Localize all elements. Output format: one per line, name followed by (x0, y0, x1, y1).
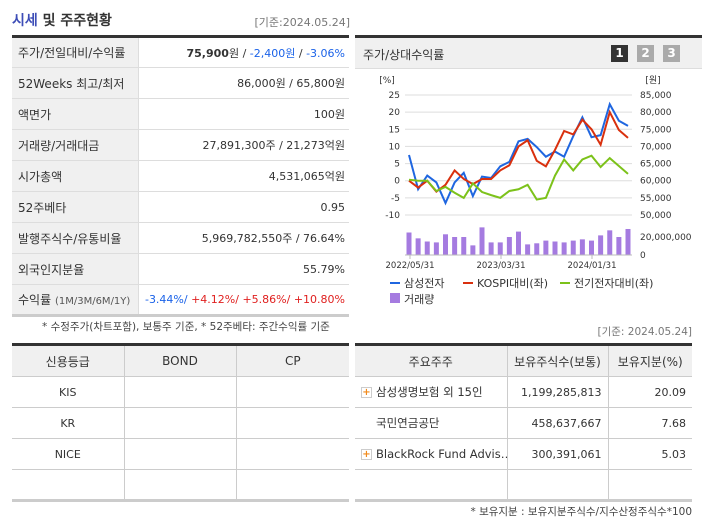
legend-label: 전기전자대비(좌) (574, 277, 653, 290)
series-line-1 (408, 109, 629, 194)
section-title: 시세 및 주주현황 (12, 13, 112, 29)
volume-bar (561, 242, 567, 255)
volume-tick-label: 0 (640, 251, 646, 261)
volume-bar (406, 232, 412, 255)
table-row: 국민연금공단 458,637,667 7.68 (355, 407, 692, 439)
left-tick-label: 25 (389, 91, 400, 101)
footnote: * 보유지분 : 보유지분주식수/지수산정주식수*100 (470, 506, 692, 518)
right-axis-unit: [원] (645, 75, 660, 86)
volume-bar (616, 237, 622, 255)
expand-icon[interactable]: + (361, 387, 372, 398)
table-row: 52Weeks 최고/최저 86,000원 / 65,800원 (12, 67, 349, 99)
chart-panel: 주가/상대수익률 1 2 3 [%] [원] 25 85,000 20 80,000 15 7… (355, 35, 702, 322)
left-tick-label: -5 (391, 194, 400, 204)
base-date: [기준:2024.05.24] (254, 16, 350, 29)
x-tick-label: 2022/05/31 (386, 261, 435, 271)
volume-bar (461, 237, 467, 255)
table-row: 발행주식수/유통비율 5,969,782,550주 / 76.64% (12, 222, 349, 254)
table-row: 52주베타 0.95 (12, 191, 349, 223)
x-tick-label: 2023/03/31 (477, 261, 526, 271)
legend-label: KOSPI대비(좌) (477, 277, 548, 290)
table-row: 시가총액 4,531,065억원 (12, 160, 349, 192)
legend-label: 삼성전자 (404, 277, 444, 290)
table-row: + 삼성생명보험 외 15인 1,199,285,813 20.09 (355, 376, 692, 408)
volume-bar (506, 237, 512, 255)
page-1-button[interactable]: 1 (611, 45, 628, 62)
volume-bar (497, 242, 503, 255)
table-row: 거래량/거래대금 27,891,300주 / 21,273억원 (12, 129, 349, 161)
right-tick-label: 70,000 (640, 142, 672, 152)
series-line-2 (408, 154, 629, 201)
table-row (355, 469, 692, 501)
table-row: NICE (12, 438, 349, 470)
left-tick-label: 15 (389, 125, 400, 135)
table-row (12, 469, 349, 501)
expand-icon[interactable]: + (361, 449, 372, 460)
legend-label: 거래량 (404, 293, 434, 306)
page-3-button[interactable]: 3 (663, 45, 680, 62)
left-tick-label: 10 (389, 142, 401, 152)
volume-bar (470, 245, 476, 255)
left-tick-label: -10 (385, 211, 400, 221)
volume-bar (525, 244, 531, 255)
base-date: [기준: 2024.05.24] (597, 326, 692, 338)
page-2-button[interactable]: 2 (637, 45, 654, 62)
volume-bar (479, 227, 485, 255)
volume-bar (552, 241, 558, 255)
volume-bar (452, 237, 458, 255)
volume-bar (433, 242, 439, 255)
volume-bar (589, 240, 594, 255)
table-header: 신용등급 BOND CP (12, 344, 349, 377)
volume-bar (443, 234, 448, 255)
volume-bar (579, 239, 585, 255)
table-row: 수익률 (1M/3M/6M/1Y) -3.44%/ +4.12%/ +5.86%/… (12, 284, 349, 316)
volume-bar (607, 230, 613, 255)
left-tick-label: 0 (394, 177, 400, 187)
volume-bar (534, 243, 540, 255)
series-line-0 (408, 101, 629, 206)
price-chart: [%] [원] 25 85,000 20 80,000 15 75,000 10 70,000 5 6… (379, 75, 692, 306)
left-tick-label: 20 (389, 108, 401, 118)
chart-header: 주가/상대수익률 1 2 3 (355, 38, 702, 69)
table-row: KIS (12, 376, 349, 408)
legend-swatch (390, 293, 400, 303)
volume-bar (424, 241, 430, 255)
price-info-table: 주가/전일대비/수익률 75,900원 / -2,400원 / -3.06% 52… (12, 35, 349, 317)
volume-tick-label: 20,000,000 (640, 233, 692, 243)
table-row: 주가/전일대비/수익률 75,900원 / -2,400원 / -3.06% (12, 36, 349, 68)
volume-bar (543, 240, 549, 255)
footnote: * 수정주가(차트포함), 보통주 기준, * 52주베타: 주간수익률 기준 (42, 321, 330, 333)
right-tick-label: 60,000 (640, 177, 672, 187)
right-tick-label: 55,000 (640, 194, 672, 204)
right-tick-label: 75,000 (640, 125, 672, 135)
right-tick-label: 50,000 (640, 211, 672, 221)
table-row: + BlackRock Fund Advis… 300,391,061 5.03 (355, 438, 692, 470)
left-tick-label: 5 (394, 160, 400, 170)
right-tick-label: 85,000 (640, 91, 672, 101)
table-row: 외국인지분율 55.79% (12, 253, 349, 285)
volume-bar (625, 228, 631, 255)
right-tick-label: 65,000 (640, 160, 672, 170)
left-axis-unit: [%] (379, 76, 395, 86)
table-row: KR (12, 407, 349, 439)
credit-rating-table: 신용등급 BOND CP KIS KR NICE (12, 343, 349, 502)
volume-bar (415, 238, 421, 255)
table-row: 액면가 100원 (12, 98, 349, 130)
volume-bar (598, 235, 604, 255)
x-tick-label: 2024/01/31 (568, 261, 617, 271)
volume-bar (570, 240, 576, 255)
volume-bar (488, 242, 494, 255)
volume-bar (516, 231, 521, 255)
right-tick-label: 80,000 (640, 108, 672, 118)
shareholders-table: 주요주주 보유주식수(보통) 보유지분(%) + 삼성생명보험 외 15인 1,199,… (355, 343, 692, 502)
table-header: 주요주주 보유주식수(보통) 보유지분(%) (355, 344, 692, 377)
